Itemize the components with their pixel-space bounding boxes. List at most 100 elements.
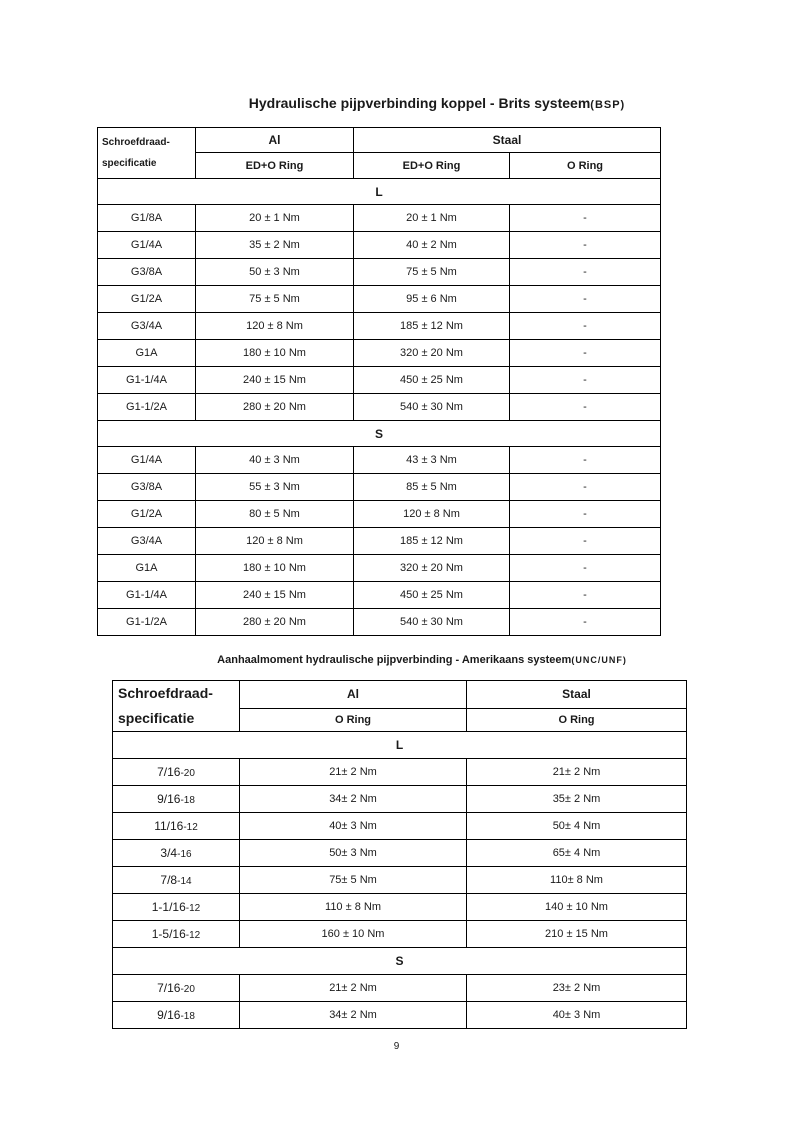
- torque-value-cell: 21± 2 Nm: [239, 758, 467, 787]
- torque-value-cell: 34± 2 Nm: [239, 1001, 467, 1030]
- torque-value-cell: 210 ± 15 Nm: [466, 920, 687, 949]
- thread-spec-cell: G1/4A: [97, 446, 196, 474]
- torque-value-cell: 40 ± 2 Nm: [353, 231, 510, 259]
- torque-value-cell: -: [509, 231, 661, 259]
- torque-value-cell: 23± 2 Nm: [466, 974, 687, 1003]
- thread-spec-suffix: -18: [180, 795, 195, 807]
- table-row: G1A 180 ± 10 Nm 320 ± 20 Nm -: [97, 554, 661, 582]
- thread-spec-suffix: -20: [180, 984, 195, 996]
- section-label: L: [97, 178, 661, 205]
- table-row: 9/16-18 34± 2 Nm 35± 2 Nm: [112, 785, 687, 814]
- torque-value-cell: 280 ± 20 Nm: [195, 393, 354, 421]
- torque-value-cell: 180 ± 10 Nm: [195, 339, 354, 367]
- thread-spec-cell: G1/2A: [97, 285, 196, 313]
- torque-value-cell: 180 ± 10 Nm: [195, 554, 354, 582]
- torque-value-cell: 75 ± 5 Nm: [353, 258, 510, 286]
- thread-spec-main: 7/16: [157, 981, 181, 996]
- thread-spec-cell: 9/16-18: [112, 785, 240, 814]
- staal-o-ring-subheader: O Ring: [509, 152, 661, 179]
- table-row: 9/16-18 34± 2 Nm 40± 3 Nm: [112, 1001, 687, 1030]
- torque-value-cell: -: [509, 258, 661, 286]
- table-row: G3/8A 55 ± 3 Nm 85 ± 5 Nm -: [97, 473, 661, 501]
- torque-value-cell: -: [509, 366, 661, 394]
- table-row: 3/4-16 50± 3 Nm 65± 4 Nm: [112, 839, 687, 868]
- torque-value-cell: 21± 2 Nm: [239, 974, 467, 1003]
- section-label: S: [112, 947, 687, 976]
- thread-spec-suffix: -14: [177, 876, 192, 888]
- torque-value-cell: 240 ± 15 Nm: [195, 366, 354, 394]
- torque-value-cell: -: [509, 608, 661, 636]
- torque-value-cell: 540 ± 30 Nm: [353, 608, 510, 636]
- torque-value-cell: 85 ± 5 Nm: [353, 473, 510, 501]
- bsp-header-row-2: ED+O Ring ED+O Ring O Ring: [98, 152, 661, 179]
- thread-spec-cell: G3/4A: [97, 527, 196, 555]
- table-row: G1/8A 20 ± 1 Nm 20 ± 1 Nm -: [97, 204, 661, 232]
- torque-value-cell: 21± 2 Nm: [466, 758, 687, 787]
- staal-column-header: Staal: [353, 127, 661, 153]
- torque-value-cell: 50± 4 Nm: [466, 812, 687, 841]
- torque-value-cell: 450 ± 25 Nm: [353, 581, 510, 609]
- torque-value-cell: -: [509, 204, 661, 232]
- torque-value-cell: -: [509, 581, 661, 609]
- thread-spec-cell: G1/4A: [97, 231, 196, 259]
- torque-value-cell: -: [509, 393, 661, 421]
- table-row: G1-1/4A 240 ± 15 Nm 450 ± 25 Nm -: [97, 366, 661, 394]
- thread-spec-cell: G3/8A: [97, 258, 196, 286]
- thread-spec-main: 7/8: [160, 873, 178, 888]
- torque-value-cell: 110 ± 8 Nm: [239, 893, 467, 922]
- unc-table-title-text: Aanhaalmoment hydraulische pijpverbindin…: [217, 654, 572, 666]
- table-row: G3/4A 120 ± 8 Nm 185 ± 12 Nm -: [97, 312, 661, 340]
- thread-spec-header: Schroefdraad- specificatie: [97, 127, 196, 179]
- staal-edo-ring-subheader: ED+O Ring: [353, 152, 510, 179]
- torque-value-cell: 540 ± 30 Nm: [353, 393, 510, 421]
- table-row: 7/16-20 21± 2 Nm 21± 2 Nm: [112, 758, 687, 787]
- thread-spec-cell: G1-1/4A: [97, 581, 196, 609]
- thread-spec-cell: G1-1/4A: [97, 366, 196, 394]
- section-row: S: [112, 947, 687, 976]
- torque-value-cell: 35± 2 Nm: [466, 785, 687, 814]
- table-row: G1/4A 40 ± 3 Nm 43 ± 3 Nm -: [97, 446, 661, 474]
- torque-value-cell: -: [509, 339, 661, 367]
- torque-value-cell: 240 ± 15 Nm: [195, 581, 354, 609]
- torque-value-cell: -: [509, 527, 661, 555]
- staal-o-ring-subheader: O Ring: [466, 707, 687, 733]
- table-row: 1-1/16-12 110 ± 8 Nm 140 ± 10 Nm: [112, 893, 687, 922]
- thread-spec-suffix: -16: [177, 849, 192, 861]
- thread-spec-cell: G1A: [97, 339, 196, 367]
- torque-value-cell: 75± 5 Nm: [239, 866, 467, 895]
- torque-value-cell: 320 ± 20 Nm: [353, 554, 510, 582]
- table-row: G1-1/2A 280 ± 20 Nm 540 ± 30 Nm -: [97, 608, 661, 636]
- torque-value-cell: 140 ± 10 Nm: [466, 893, 687, 922]
- thread-spec-cell: 3/4-16: [112, 839, 240, 868]
- section-row: L: [97, 178, 661, 205]
- thread-spec-cell: 7/16-20: [112, 758, 240, 787]
- table-row: G1/2A 75 ± 5 Nm 95 ± 6 Nm -: [97, 285, 661, 313]
- thread-spec-cell: 11/16-12: [112, 812, 240, 841]
- torque-value-cell: 20 ± 1 Nm: [353, 204, 510, 232]
- torque-value-cell: 320 ± 20 Nm: [353, 339, 510, 367]
- bsp-header-row-1: Schroefdraad- specificatie Al Staal: [97, 127, 661, 179]
- thread-spec-main: 9/16: [157, 792, 181, 807]
- thread-spec-cell: 7/16-20: [112, 974, 240, 1003]
- thread-spec-cell: 1-5/16-12: [112, 920, 240, 949]
- torque-value-cell: 80 ± 5 Nm: [195, 500, 354, 528]
- thread-spec-header-line2: specificatie: [102, 158, 157, 169]
- thread-spec-main: 9/16: [157, 1008, 181, 1023]
- torque-value-cell: -: [509, 312, 661, 340]
- thread-spec-cell: G1-1/2A: [97, 393, 196, 421]
- thread-spec-suffix: -12: [183, 822, 198, 834]
- unc-table-title: Aanhaalmoment hydraulische pijpverbindin…: [52, 654, 792, 666]
- unc-header-row-2: O Ring O Ring: [113, 707, 687, 733]
- thread-spec-cell: G3/8A: [97, 473, 196, 501]
- thread-spec-suffix: -12: [185, 903, 201, 915]
- table-row: 7/8-14 75± 5 Nm 110± 8 Nm: [112, 866, 687, 895]
- torque-value-cell: 40± 3 Nm: [466, 1001, 687, 1030]
- torque-value-cell: -: [509, 285, 661, 313]
- table-row: G1A 180 ± 10 Nm 320 ± 20 Nm -: [97, 339, 661, 367]
- table-row: G3/8A 50 ± 3 Nm 75 ± 5 Nm -: [97, 258, 661, 286]
- torque-value-cell: -: [509, 554, 661, 582]
- thread-spec-suffix: -18: [180, 1011, 195, 1023]
- torque-value-cell: 50± 3 Nm: [239, 839, 467, 868]
- al-o-ring-subheader: O Ring: [239, 707, 467, 733]
- torque-value-cell: 40± 3 Nm: [239, 812, 467, 841]
